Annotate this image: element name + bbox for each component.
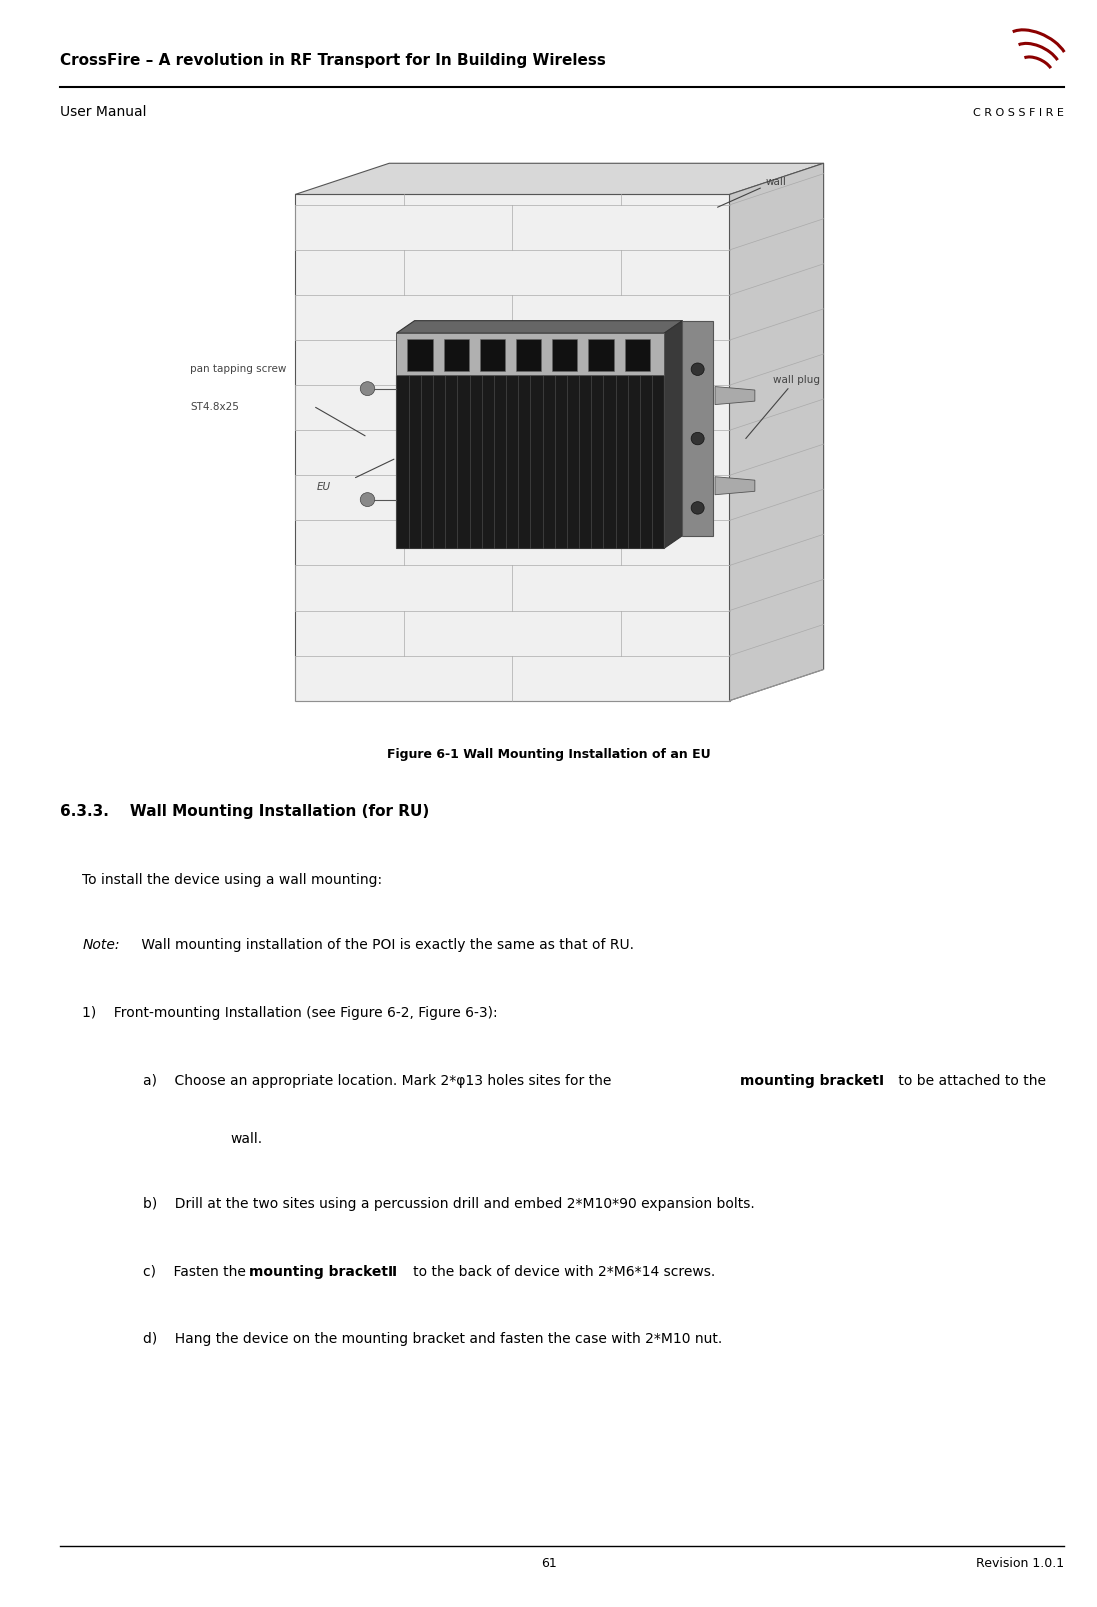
Polygon shape bbox=[407, 339, 432, 373]
Circle shape bbox=[360, 382, 375, 397]
Text: Wall mounting installation of the POI is exactly the same as that of RU.: Wall mounting installation of the POI is… bbox=[137, 938, 634, 951]
Polygon shape bbox=[730, 164, 824, 701]
Text: Note:: Note: bbox=[82, 938, 120, 951]
Text: b)    Drill at the two sites using a percussion drill and embed 2*M10*90 expansi: b) Drill at the two sites using a percus… bbox=[143, 1197, 755, 1210]
Text: d)    Hang the device on the mounting bracket and fasten the case with 2*M10 nut: d) Hang the device on the mounting brack… bbox=[143, 1332, 722, 1345]
Text: wall: wall bbox=[717, 177, 787, 207]
Text: to be attached to the: to be attached to the bbox=[894, 1073, 1047, 1086]
Polygon shape bbox=[682, 321, 713, 537]
Polygon shape bbox=[479, 339, 505, 373]
Text: wall.: wall. bbox=[230, 1131, 262, 1146]
Text: a)    Choose an appropriate location. Mark 2*φ13 holes sites for the: a) Choose an appropriate location. Mark … bbox=[143, 1073, 615, 1086]
Text: 1)    Front-mounting Installation (see Figure 6-2, Figure 6-3):: 1) Front-mounting Installation (see Figu… bbox=[82, 1006, 498, 1019]
Text: To install the device using a wall mounting:: To install the device using a wall mount… bbox=[82, 873, 383, 887]
Text: ST4.8x25: ST4.8x25 bbox=[190, 402, 239, 411]
Polygon shape bbox=[715, 387, 755, 405]
Polygon shape bbox=[665, 321, 682, 548]
Polygon shape bbox=[295, 196, 730, 701]
Polygon shape bbox=[443, 339, 468, 373]
Polygon shape bbox=[516, 339, 541, 373]
Polygon shape bbox=[624, 339, 649, 373]
Circle shape bbox=[691, 363, 704, 376]
Text: wall plug: wall plug bbox=[746, 374, 819, 439]
Text: mounting bracketⅡ: mounting bracketⅡ bbox=[249, 1265, 397, 1278]
Polygon shape bbox=[396, 376, 665, 548]
Polygon shape bbox=[396, 334, 665, 376]
Text: CrossFire – A revolution in RF Transport for In Building Wireless: CrossFire – A revolution in RF Transport… bbox=[60, 53, 607, 67]
Circle shape bbox=[360, 493, 375, 508]
Text: to the back of device with 2*M6*14 screws.: to the back of device with 2*M6*14 screw… bbox=[400, 1265, 715, 1278]
Text: User Manual: User Manual bbox=[60, 104, 147, 119]
Text: C R O S S F I R E: C R O S S F I R E bbox=[973, 108, 1064, 117]
Polygon shape bbox=[588, 339, 613, 373]
Circle shape bbox=[691, 432, 704, 445]
Text: mounting bracketⅠ: mounting bracketⅠ bbox=[740, 1073, 884, 1086]
Text: EU: EU bbox=[317, 482, 331, 492]
Text: Revision 1.0.1: Revision 1.0.1 bbox=[976, 1556, 1064, 1568]
Polygon shape bbox=[295, 164, 824, 196]
Text: 6.3.3.    Wall Mounting Installation (for RU): 6.3.3. Wall Mounting Installation (for R… bbox=[60, 804, 430, 818]
Polygon shape bbox=[396, 321, 682, 334]
Circle shape bbox=[691, 503, 704, 514]
Text: Figure 6-1 Wall Mounting Installation of an EU: Figure 6-1 Wall Mounting Installation of… bbox=[386, 747, 711, 760]
Polygon shape bbox=[552, 339, 577, 373]
Polygon shape bbox=[715, 477, 755, 495]
Text: pan tapping screw: pan tapping screw bbox=[190, 363, 286, 373]
Text: c)    Fasten the: c) Fasten the bbox=[143, 1265, 250, 1278]
Text: 61: 61 bbox=[541, 1556, 556, 1568]
